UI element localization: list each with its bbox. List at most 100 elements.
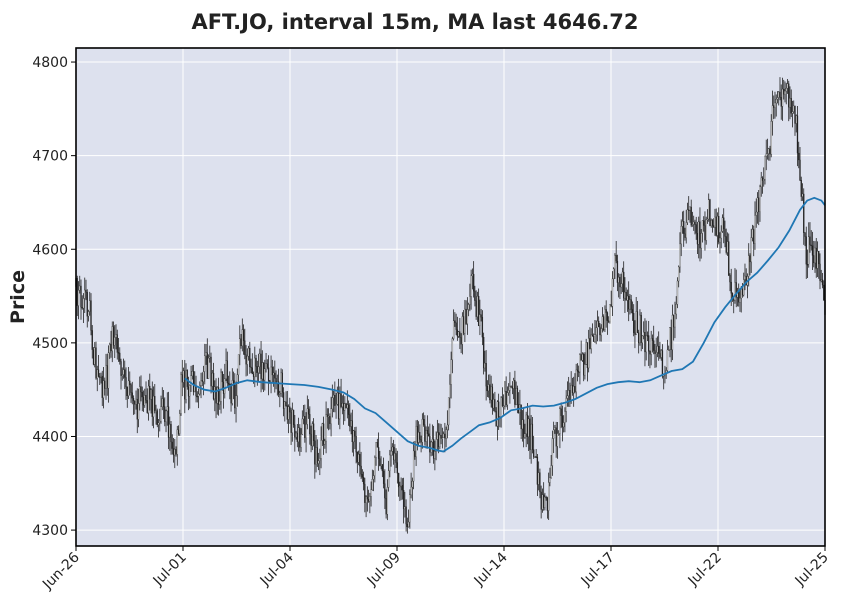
candle-body — [164, 406, 166, 422]
candle-body — [191, 371, 193, 376]
candle-body — [639, 314, 641, 344]
candle-body — [89, 300, 91, 312]
candle-body — [713, 225, 715, 228]
candle-body — [581, 353, 584, 361]
candle-body — [464, 308, 466, 334]
candle-body — [231, 380, 233, 404]
candle-body — [154, 395, 156, 411]
candle-body — [215, 386, 217, 404]
candle-body — [290, 411, 292, 433]
candle-body — [294, 424, 296, 438]
candle-body — [137, 403, 140, 420]
y-tick-label: 4600 — [32, 242, 68, 258]
candle-body — [684, 233, 686, 238]
candle-body — [658, 346, 660, 354]
candle-body — [307, 408, 310, 415]
candle-body — [92, 349, 95, 365]
candle-body — [109, 344, 111, 353]
candle-body — [589, 338, 591, 349]
candle-body — [352, 430, 355, 443]
ma-line — [184, 196, 826, 453]
candle-body — [370, 489, 372, 497]
candle-body — [718, 216, 720, 243]
candle-body — [124, 369, 126, 378]
candle-body — [321, 423, 323, 441]
candle-body — [234, 385, 236, 409]
chart-title: AFT.JO, interval 15m, MA last 4646.72 — [191, 10, 638, 34]
candle-body — [347, 404, 350, 415]
y-tick-label: 4700 — [32, 149, 68, 165]
candle-body — [305, 424, 307, 438]
candle-body — [674, 313, 676, 328]
candle-body — [640, 314, 642, 343]
candle-body — [460, 337, 462, 345]
candle-body — [771, 105, 774, 122]
candle-body — [800, 179, 802, 197]
y-tick-label: 4300 — [32, 523, 68, 539]
candle-body — [219, 401, 221, 405]
candle-body — [196, 395, 198, 398]
candle-body — [151, 389, 153, 417]
candle-body — [206, 352, 208, 379]
y-axis-ticks: 4300 4400 4500 4600 4700 4800 — [32, 55, 76, 539]
candle-body — [654, 350, 656, 354]
candle-body — [591, 334, 594, 337]
candle-body — [95, 347, 97, 379]
candle-body — [689, 206, 691, 211]
candle-body — [716, 216, 719, 236]
candle-body — [407, 521, 410, 528]
candle-body — [818, 251, 820, 265]
candle-body — [375, 442, 377, 458]
candle-body — [367, 499, 370, 502]
candle-body — [314, 440, 316, 465]
candle-body — [174, 449, 176, 456]
candle-body — [600, 328, 602, 336]
candle-body — [649, 351, 651, 355]
candle-body — [209, 356, 211, 359]
candle-body — [439, 434, 441, 448]
x-tick-label: Jul-04 — [257, 549, 297, 589]
candle-body — [246, 355, 248, 365]
candle-body — [489, 384, 491, 401]
candle-body — [529, 418, 531, 450]
candle-body — [377, 447, 380, 459]
candle-body — [646, 335, 649, 337]
x-tick-label: Jul-25 — [792, 550, 832, 590]
candle-body — [391, 446, 394, 452]
candle-body — [765, 153, 767, 157]
candle-body — [596, 320, 599, 328]
candle-body — [220, 371, 222, 402]
candle-body — [576, 369, 579, 372]
candle-body — [184, 370, 186, 400]
candle-body — [240, 338, 242, 347]
candle-body — [227, 382, 230, 385]
candle-body — [578, 371, 580, 373]
candle-body — [698, 221, 700, 245]
candle-body — [671, 314, 674, 350]
candle-body — [474, 291, 476, 301]
candle-body — [201, 380, 203, 382]
candle-body — [784, 90, 786, 95]
candle-body — [813, 255, 815, 264]
candle-body — [470, 275, 472, 297]
candle-body — [641, 335, 644, 343]
candle-body — [790, 98, 792, 114]
plot-background — [76, 48, 825, 546]
candle-body — [271, 366, 273, 376]
candle-body — [484, 362, 486, 369]
candle-body — [526, 414, 529, 438]
candle-body — [809, 236, 811, 246]
candle-body — [422, 419, 425, 425]
candle-body — [791, 111, 794, 114]
candle-body — [397, 473, 400, 488]
candle-body — [693, 221, 695, 225]
candle-body — [301, 418, 303, 435]
candle-body — [224, 378, 226, 394]
candle-body — [316, 447, 318, 464]
candle-body — [116, 334, 118, 353]
candle-body — [776, 97, 779, 100]
candle-body — [102, 380, 105, 398]
candle-body — [310, 433, 312, 446]
candle-body — [236, 374, 238, 396]
